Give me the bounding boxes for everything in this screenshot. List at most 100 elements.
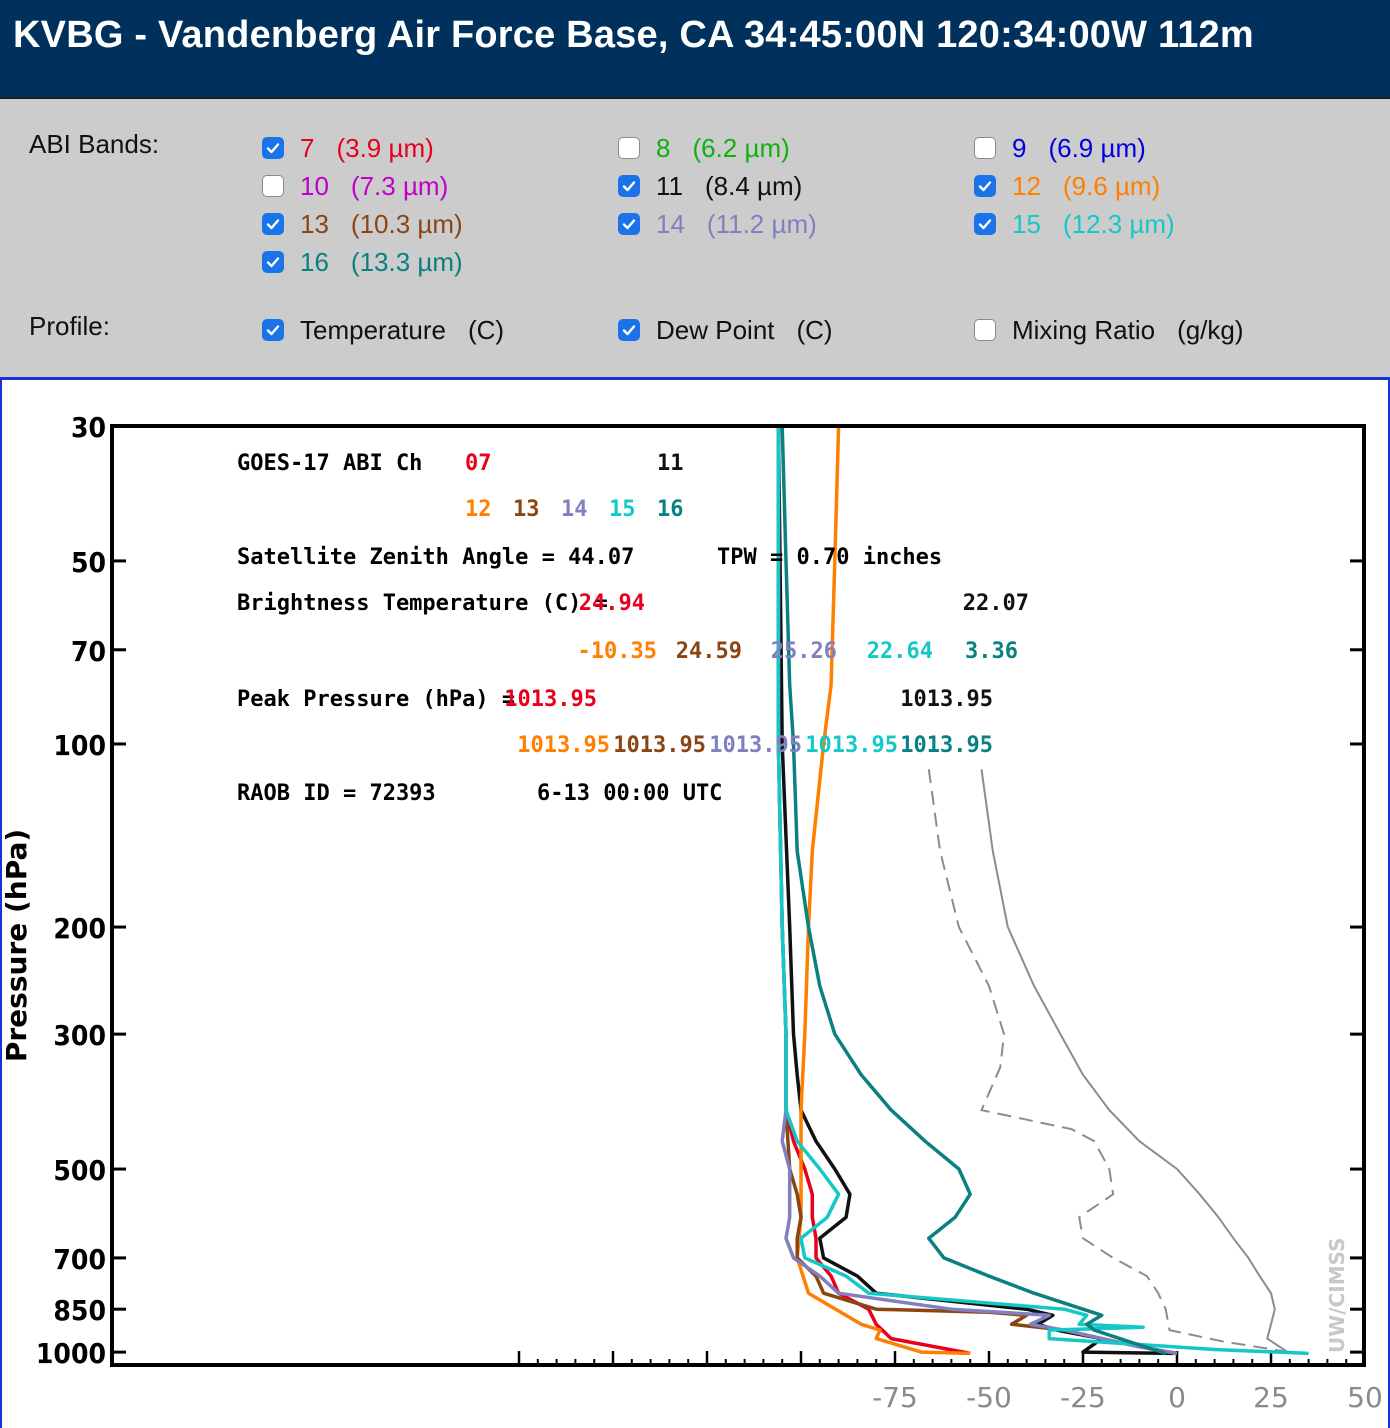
checkmark-icon (622, 325, 636, 336)
band-number: 13 (300, 208, 329, 239)
channel-label-15: 15 (609, 497, 636, 522)
checkmark-icon (266, 325, 280, 336)
band-option-11[interactable]: 11 (8.4 µm) (618, 169, 802, 203)
channel-header-label: GOES-17 ABI Ch (237, 451, 422, 476)
band-option-13[interactable]: 13 (10.3 µm) (262, 207, 463, 241)
pp-value: 1013.95 (517, 733, 610, 758)
profile-label: Profile: (29, 311, 110, 341)
profile-name: Temperature (300, 314, 446, 345)
pressure-tick-label: 100 (53, 729, 106, 762)
pressure-tick-label: 300 (53, 1019, 106, 1052)
checkmark-icon (622, 219, 636, 230)
band-option-16[interactable]: 16 (13.3 µm) (262, 245, 463, 279)
band-wavelength: (6.9 µm) (1048, 132, 1146, 163)
band-10-checkbox[interactable] (262, 175, 284, 197)
band-16-checkbox[interactable] (262, 251, 284, 273)
band-number: 15 (1012, 208, 1041, 239)
bt-value: -10.35 (578, 639, 657, 664)
pressure-tick-label: 200 (53, 912, 106, 945)
peak-pressure-label: Peak Pressure (hPa) = (237, 687, 515, 712)
band-wavelength: (7.3 µm) (350, 170, 449, 201)
channel-label-13: 13 (513, 497, 540, 522)
temperature-tick-label: 0 (1168, 1381, 1186, 1414)
pp-value: 1013.95 (709, 733, 802, 758)
profile-option-mixing-ratio[interactable]: Mixing Ratio (g/kg) (974, 313, 1244, 347)
bt-ch11: 22.07 (963, 591, 1029, 616)
band-12-checkbox[interactable] (974, 175, 996, 197)
band-option-15[interactable]: 15 (12.3 µm) (974, 207, 1175, 241)
temperature-tick-label: -25 (1060, 1381, 1106, 1414)
profile-checkbox[interactable] (618, 319, 640, 341)
pressure-tick-label: 700 (53, 1243, 106, 1276)
profile-option-temperature[interactable]: Temperature (C) (262, 313, 504, 347)
satellite-zenith-angle: Satellite Zenith Angle = 44.07 (237, 545, 634, 570)
profile-checkbox[interactable] (974, 319, 996, 341)
pp-ch11: 1013.95 (900, 687, 993, 712)
profile-unit: (g/kg) (1177, 314, 1244, 345)
band-number: 10 (300, 170, 329, 201)
pressure-tick-label: 500 (53, 1154, 106, 1187)
band-14-checkbox[interactable] (618, 213, 640, 235)
profile-option-dew-point[interactable]: Dew Point (C) (618, 313, 833, 347)
temperature-profile-line (980, 769, 1291, 1355)
band-option-9[interactable]: 9 (6.9 µm) (974, 131, 1146, 165)
checkmark-icon (266, 143, 280, 154)
band-wavelength: (12.3 µm) (1062, 208, 1175, 239)
band-option-8[interactable]: 8 (6.2 µm) (618, 131, 790, 165)
weighting-function-ch12 (795, 428, 971, 1356)
band-number: 12 (1012, 170, 1041, 201)
band-wavelength: (10.3 µm) (350, 208, 463, 239)
checkmark-icon (266, 219, 280, 230)
band-wavelength: (8.4 µm) (705, 170, 803, 201)
abi-bands-label: ABI Bands: (29, 129, 160, 159)
pressure-tick-label: 1000 (36, 1337, 106, 1370)
band-number: 14 (656, 208, 685, 239)
channel-label-12: 12 (465, 497, 492, 522)
band-wavelength: (6.2 µm) (692, 132, 790, 163)
checkmark-icon (266, 257, 280, 268)
band-number: 9 (1012, 132, 1027, 163)
checkmark-icon (978, 181, 992, 192)
pp-value: 1013.95 (900, 733, 993, 758)
page-header: KVBG - Vandenberg Air Force Base, CA 34:… (0, 0, 1390, 97)
band-7-checkbox[interactable] (262, 137, 284, 159)
profile-checkbox[interactable] (262, 319, 284, 341)
band-13-checkbox[interactable] (262, 213, 284, 235)
band-9-checkbox[interactable] (974, 137, 996, 159)
band-8-checkbox[interactable] (618, 137, 640, 159)
band-wavelength: (11.2 µm) (706, 208, 817, 239)
band-wavelength: (3.9 µm) (336, 132, 434, 163)
sounding-plot-area: 30 50 70 100 200 300 500 700 850 1000 Pressure (hP… (0, 380, 1390, 1428)
bt-value: 25.26 (771, 639, 837, 664)
channel-label-14: 14 (561, 497, 588, 522)
band-option-12[interactable]: 12 (9.6 µm) (974, 169, 1160, 203)
profile-unit: (C) (467, 314, 505, 345)
profile-name: Mixing Ratio (1012, 314, 1156, 345)
channel-label-16: 16 (657, 497, 684, 522)
bt-ch07: 24.94 (579, 591, 645, 616)
temperature-tick-label: -75 (872, 1381, 918, 1414)
band-number: 7 (300, 132, 315, 163)
temperature-tick-label: 50 (1347, 1381, 1383, 1414)
y-axis-label: Pressure (hPa) (2, 829, 33, 1062)
channel-label-11: 11 (657, 451, 684, 476)
bt-value: 22.64 (867, 639, 933, 664)
band-15-checkbox[interactable] (974, 213, 996, 235)
checkmark-icon (622, 181, 636, 192)
pp-value: 1013.95 (613, 733, 706, 758)
band-option-10[interactable]: 10 (7.3 µm) (262, 169, 448, 203)
band-option-7[interactable]: 7 (3.9 µm) (262, 131, 434, 165)
pressure-tick-label: 50 (71, 546, 106, 579)
brightness-temperature-label: Brightness Temperature (C) = (237, 591, 608, 616)
channel-label-07: 07 (465, 451, 492, 476)
checkmark-icon (978, 219, 992, 230)
bt-value: 3.36 (965, 639, 1018, 664)
pp-ch07: 1013.95 (504, 687, 597, 712)
plot-frame (110, 424, 1366, 1367)
band-11-checkbox[interactable] (618, 175, 640, 197)
band-number: 8 (656, 132, 671, 163)
band-option-14[interactable]: 14 (11.2 µm) (618, 207, 817, 241)
raob-time: 6-13 00:00 UTC (537, 781, 722, 806)
temperature-tick-label: -50 (966, 1381, 1012, 1414)
